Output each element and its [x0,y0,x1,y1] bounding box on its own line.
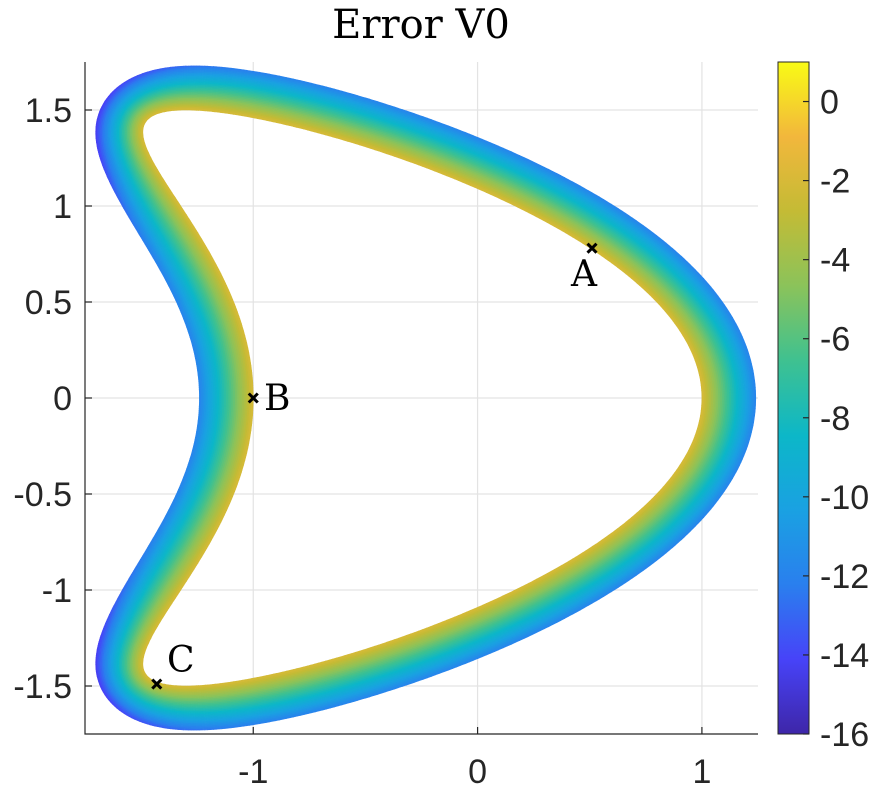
error-band [95,65,757,731]
chart-title: Error V0 [332,2,510,48]
plot-area: ABC -1 0 1 1.510.50-0.5-1-1.5 [13,62,758,790]
